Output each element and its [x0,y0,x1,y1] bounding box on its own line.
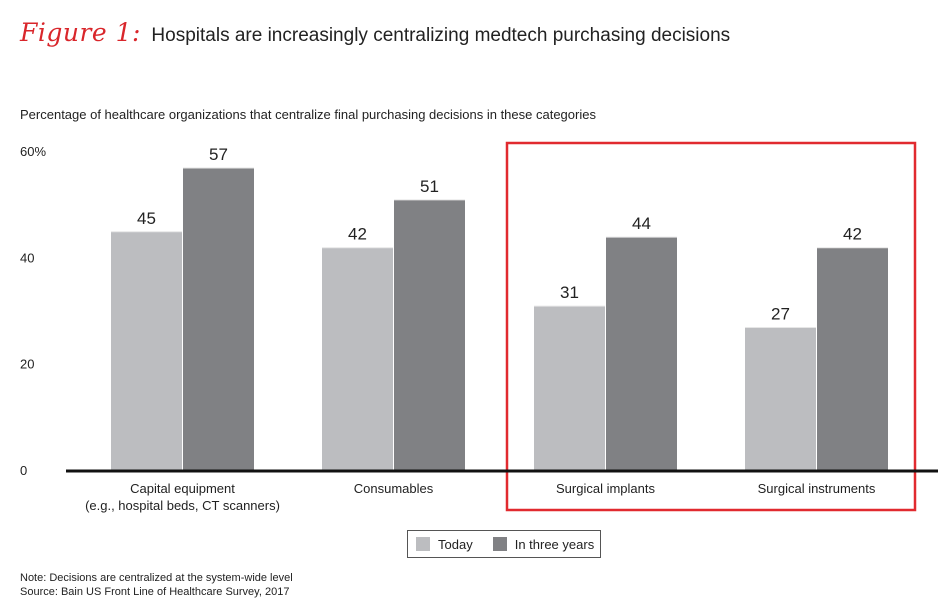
data-label: 42 [843,225,862,244]
bar [394,199,465,471]
footnote: Note: Decisions are centralized at the s… [20,572,293,584]
legend-label-today: Today [438,536,473,552]
y-tick-label: 60% [20,144,46,159]
highlight-box [505,141,917,512]
y-tick-label: 20 [20,357,34,372]
bar [183,167,254,471]
category-label: Capital equipment [130,481,235,496]
legend-swatch-three-years [492,537,507,551]
data-label: 51 [420,177,439,196]
bar [745,327,816,471]
category-label: Surgical implants [556,481,655,496]
category-label: Surgical instruments [758,481,876,496]
bar [817,247,888,471]
legend-swatch-today [416,537,430,551]
bar [534,306,605,471]
category-label: Consumables [354,481,434,496]
data-label: 44 [632,214,651,233]
y-tick-label: 40 [20,250,34,265]
data-label: 57 [209,145,228,164]
chart-legend: Today In three years [407,530,601,558]
figure-title-row: Figure 1: Hospitals are increasingly cen… [20,18,730,54]
figure-label: Figure 1: [20,18,141,47]
legend-item-today: Today [416,537,473,552]
legend-item-three-years: In three years [492,536,595,552]
data-label: 31 [560,283,579,302]
legend-label-three-years: In three years [514,536,595,552]
data-label: 42 [348,225,367,244]
source-note: Source: Bain US Front Line of Healthcare… [20,586,290,598]
figure-title: Hospitals are increasingly centralizing … [151,25,731,46]
data-label: 45 [137,209,156,228]
y-tick-label: 0 [20,463,27,478]
category-label: (e.g., hospital beds, CT scanners) [85,498,280,513]
chart-subtitle: Percentage of healthcare organizations t… [20,107,596,122]
data-label: 27 [771,304,790,323]
bar [111,231,182,471]
bar [322,247,393,471]
bar [606,237,677,471]
